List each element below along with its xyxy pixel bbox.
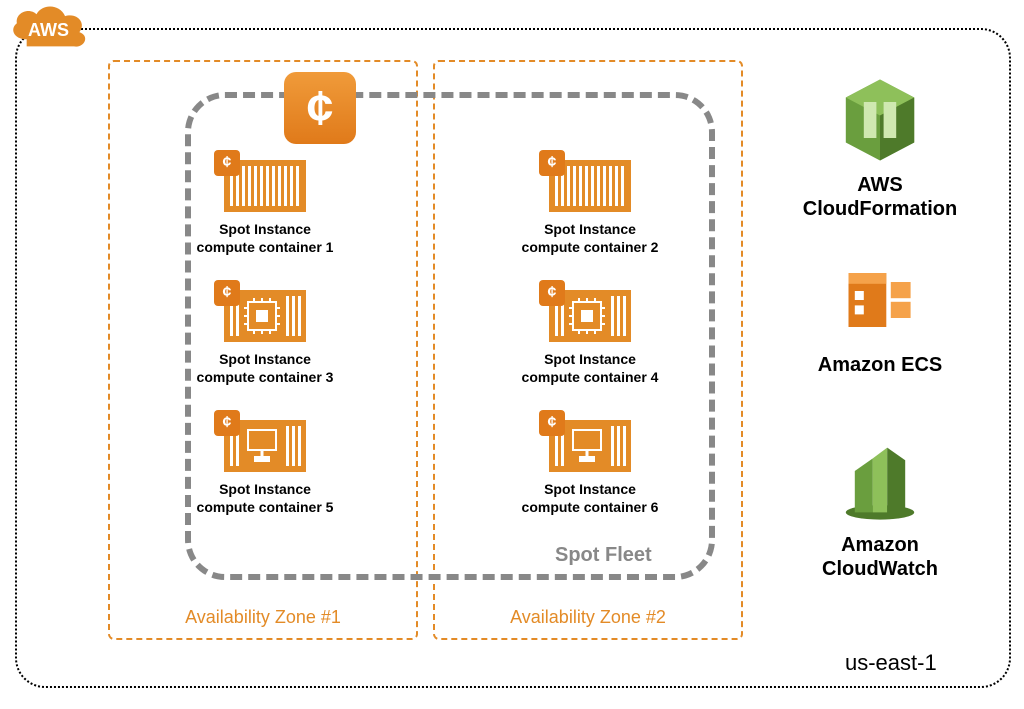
service-label: Amazon ECS	[790, 353, 970, 377]
cent-badge-icon: ¢	[214, 280, 240, 306]
spot-fleet-label: Spot Fleet	[555, 544, 652, 567]
az2-label: Availability Zone #2	[435, 607, 741, 628]
ecs-icon	[835, 255, 925, 345]
fleet-main-icon	[284, 72, 356, 144]
container-icon-monitor: ¢	[549, 420, 631, 472]
cent-badge-icon: ¢	[539, 410, 565, 436]
container-icon-chip: ¢	[224, 290, 306, 342]
service-label: AWSCloudFormation	[790, 173, 970, 221]
cent-badge-icon: ¢	[539, 150, 565, 176]
container-icon-stripes: ¢	[224, 160, 306, 212]
cent-badge-icon: ¢	[214, 410, 240, 436]
container-label: Spot Instancecompute container 3	[155, 350, 375, 386]
spot-instance-3: ¢ Spot Instancecompute container 3	[155, 290, 375, 386]
container-icon-monitor: ¢	[224, 420, 306, 472]
container-icon-chip: ¢	[549, 290, 631, 342]
cloudformation-icon	[835, 75, 925, 165]
service-cloudwatch: AmazonCloudWatch	[790, 435, 970, 581]
cent-badge-icon: ¢	[214, 150, 240, 176]
az1-label: Availability Zone #1	[110, 607, 416, 628]
spot-instance-1: ¢ Spot Instancecompute container 1	[155, 160, 375, 256]
cent-badge-icon: ¢	[539, 280, 565, 306]
service-ecs: Amazon ECS	[790, 255, 970, 377]
service-label: AmazonCloudWatch	[790, 533, 970, 581]
container-label: Spot Instancecompute container 5	[155, 480, 375, 516]
container-label: Spot Instancecompute container 4	[480, 350, 700, 386]
spot-instance-5: ¢ Spot Instancecompute container 5	[155, 420, 375, 516]
region-label: us-east-1	[845, 650, 937, 676]
container-icon-stripes: ¢	[549, 160, 631, 212]
container-label: Spot Instancecompute container 6	[480, 480, 700, 516]
spot-instance-6: ¢ Spot Instancecompute container 6	[480, 420, 700, 516]
aws-cloud-label: AWS	[28, 20, 69, 41]
service-cloudformation: AWSCloudFormation	[790, 75, 970, 221]
container-label: Spot Instancecompute container 2	[480, 220, 700, 256]
spot-instance-4: ¢ Spot Instancecompute container 4	[480, 290, 700, 386]
container-label: Spot Instancecompute container 1	[155, 220, 375, 256]
spot-instance-2: ¢ Spot Instancecompute container 2	[480, 160, 700, 256]
cloudwatch-icon	[835, 435, 925, 525]
